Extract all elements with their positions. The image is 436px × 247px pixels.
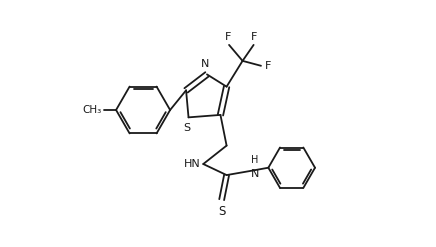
Text: S: S bbox=[218, 205, 225, 218]
Text: F: F bbox=[251, 32, 258, 42]
Text: CH₃: CH₃ bbox=[82, 105, 102, 115]
Text: N: N bbox=[251, 169, 259, 179]
Text: F: F bbox=[225, 32, 232, 42]
Text: HN: HN bbox=[184, 159, 200, 169]
Text: H: H bbox=[251, 155, 259, 165]
Text: N: N bbox=[201, 60, 209, 69]
Text: F: F bbox=[265, 61, 271, 71]
Text: S: S bbox=[184, 123, 191, 133]
